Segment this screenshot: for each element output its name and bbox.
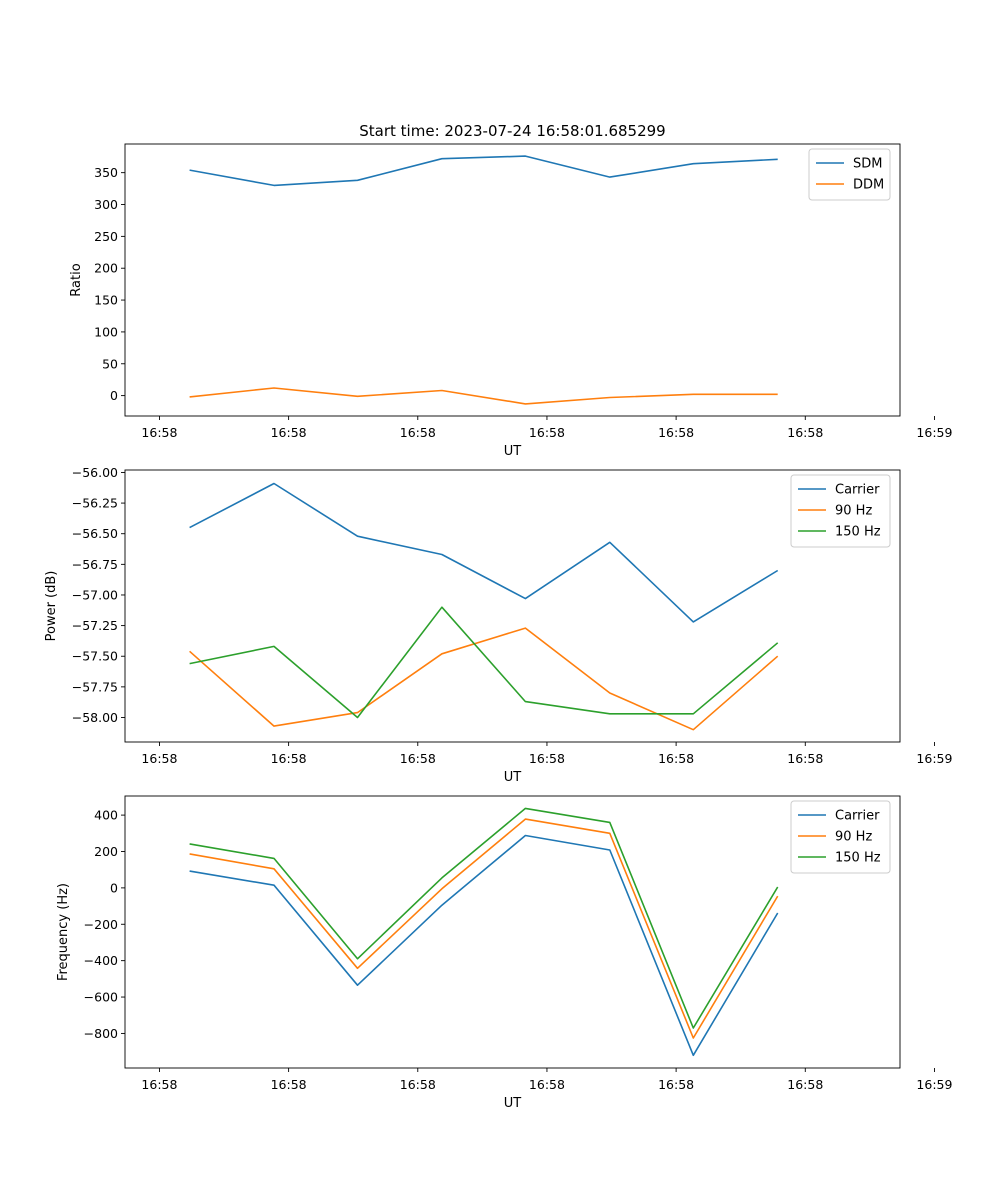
chart-power-legend-label-90-hz: 90 Hz — [835, 504, 872, 519]
chart-power-ytick-label: −57.25 — [72, 618, 118, 633]
chart-power-ytick-label: −57.75 — [72, 679, 118, 694]
chart-ratio-ytick-label: 0 — [110, 388, 118, 403]
chart-power-xtick-label: 16:58 — [787, 751, 823, 766]
chart-frequency-xtick-label: 16:58 — [141, 1077, 177, 1092]
chart-ratio-xtick-label: 16:58 — [400, 425, 436, 440]
chart-frequency-xtick-label: 16:58 — [400, 1077, 436, 1092]
chart-ratio-ytick-label: 150 — [94, 293, 118, 308]
chart-frequency-legend-label-90-hz: 90 Hz — [835, 830, 872, 845]
chart-power-xtick-label: 16:59 — [916, 751, 952, 766]
chart-ratio-ytick-label: 350 — [94, 165, 118, 180]
chart-frequency-ylabel: Frequency (Hz) — [56, 883, 71, 981]
chart-frequency-axes-frame — [124, 795, 901, 1069]
chart-power-legend-label-carrier: Carrier — [835, 483, 880, 498]
chart-frequency-xtick-label: 16:58 — [787, 1077, 823, 1092]
chart-ratio-ytick-label: 100 — [94, 324, 118, 339]
chart-frequency-legend-box — [790, 800, 891, 874]
chart-ratio-legend-box — [808, 148, 891, 201]
chart-frequency-xtick-label: 16:58 — [271, 1077, 307, 1092]
chart-ratio-axes-frame — [124, 143, 901, 417]
chart-power-legend-label-150-hz: 150 Hz — [835, 525, 881, 540]
chart-ratio-xtick-label: 16:58 — [141, 425, 177, 440]
chart-power-xtick-label: 16:58 — [271, 751, 307, 766]
chart-frequency-series-carrier-line — [189, 834, 779, 1057]
chart-frequency-legend-label-carrier: Carrier — [835, 809, 880, 824]
power-panel: 16:58 16:58 16:58 16:58 16:58 16:58 16:59 −58.0… — [44, 465, 952, 785]
chart-power-ytick-label: −57.50 — [72, 649, 118, 664]
chart-power-xtick-label: 16:58 — [400, 751, 436, 766]
chart-ratio-xtick-label: 16:58 — [271, 425, 307, 440]
chart-ratio-xlabel: UT — [504, 444, 522, 459]
chart-ratio-xtick-label: 16:58 — [658, 425, 694, 440]
chart-power-xtick-label: 16:58 — [529, 751, 565, 766]
chart-ratio-xtick-label: 16:58 — [787, 425, 823, 440]
chart-power-series-carrier-line — [189, 482, 779, 623]
chart-power-ytick-label: −56.25 — [72, 496, 118, 511]
chart-frequency-ytick-label: −800 — [84, 1026, 118, 1041]
chart-ratio-ylabel: Ratio — [69, 263, 84, 296]
frequency-panel: 16:58 16:58 16:58 16:58 16:58 16:58 16:59 −800 −… — [56, 795, 952, 1111]
chart-power-xtick-label: 16:58 — [141, 751, 177, 766]
chart-ratio-ytick-label: 250 — [94, 229, 118, 244]
chart-power-legend-box — [790, 474, 891, 548]
chart-ratio-series-ddm-line — [189, 387, 778, 405]
chart-ratio-ytick-label: 300 — [94, 197, 118, 212]
chart-ratio-legend-label-sdm: SDM — [853, 157, 882, 172]
chart-frequency-ytick-label: −400 — [84, 953, 118, 968]
figure-title: Start time: 2023-07-24 16:58:01.685299 — [359, 122, 665, 140]
chart-frequency-series-150-hz-line — [189, 807, 779, 1029]
chart-power-series-150-hz-line — [189, 606, 779, 719]
chart-frequency-xtick-label: 16:58 — [529, 1077, 565, 1092]
chart-frequency-ytick-label: −600 — [84, 990, 118, 1005]
chart-power-ytick-label: −56.75 — [72, 557, 118, 572]
chart-power-xlabel: UT — [504, 770, 522, 785]
chart-power-series-90-hz-line — [189, 627, 779, 731]
chart-frequency-ytick-label: 200 — [94, 844, 118, 859]
chart-ratio-ytick-label: 50 — [102, 356, 118, 371]
chart-frequency-xtick-label: 16:58 — [658, 1077, 694, 1092]
chart-ratio-xtick-label: 16:58 — [529, 425, 565, 440]
chart-frequency-xlabel: UT — [504, 1096, 522, 1111]
chart-power-ytick-label: −57.00 — [72, 587, 118, 602]
chart-power-axes-frame — [124, 469, 901, 743]
chart-power-ylabel: Power (dB) — [44, 571, 59, 642]
chart-power-ytick-label: −56.50 — [72, 526, 118, 541]
chart-ratio-xtick-label: 16:59 — [916, 425, 952, 440]
chart-frequency-series-90-hz-line — [189, 818, 779, 1039]
chart-frequency-ytick-label: 0 — [110, 880, 118, 895]
chart-frequency-xtick-label: 16:59 — [916, 1077, 952, 1092]
chart-power-xtick-label: 16:58 — [658, 751, 694, 766]
chart-frequency-ytick-label: −200 — [84, 917, 118, 932]
chart-frequency-ytick-label: 400 — [94, 808, 118, 823]
chart-ratio-legend-label-ddm: DDM — [853, 178, 884, 193]
chart-ratio-series-sdm-line — [189, 155, 778, 187]
chart-power-ytick-label: −58.00 — [72, 710, 118, 725]
chart-ratio-ytick-label: 200 — [94, 261, 118, 276]
ratio-panel: 16:58 16:58 16:58 16:58 16:58 16:58 16:59 0 50 10… — [69, 143, 952, 459]
chart-frequency-legend-label-150-hz: 150 Hz — [835, 851, 881, 866]
chart-power-ytick-label: −56.00 — [72, 465, 118, 480]
